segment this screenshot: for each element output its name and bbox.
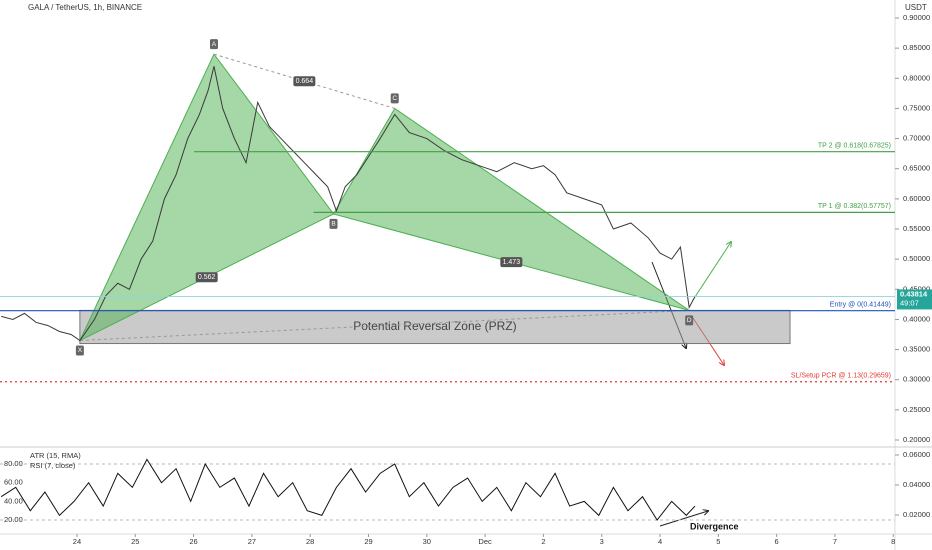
annotation: Divergence (690, 521, 739, 531)
y-tick-label: 0.45000 (903, 284, 930, 293)
y-tick-label: 0.80000 (903, 73, 930, 82)
arrow (659, 511, 708, 527)
level-label: SL/Setup PCR @ 1.13(0.29659) (791, 373, 891, 380)
point-label: X (78, 347, 83, 354)
level-label: TP 1 @ 0.382(0.57757) (818, 203, 891, 210)
point-box (329, 218, 338, 229)
currency-label: USDT (905, 3, 927, 12)
x-tick-label: 4 (658, 537, 662, 546)
point-label: A (212, 41, 217, 48)
price-tag (897, 289, 932, 310)
y2-tick-label: 0.06000 (903, 450, 930, 459)
zone-label: Potential Reversal Zone (PRZ) (353, 319, 516, 333)
y-tick-label: 0.85000 (903, 43, 930, 52)
legend-entry: ATR (15, RMA) (30, 451, 81, 460)
y-tick-label: 0.25000 (903, 405, 930, 414)
x-tick-label: 6 (775, 537, 779, 546)
x-tick-label: 8 (891, 537, 895, 546)
y-tick-label: 0.40000 (903, 314, 930, 323)
y-tick-label: 0.50000 (903, 254, 930, 263)
y-tick-label: 0.65000 (903, 164, 930, 173)
level-label: TP 2 @ 0.618(0.67825) (818, 143, 891, 150)
x-tick-label: 3 (600, 537, 604, 546)
y-tick-label: 40.00 (4, 496, 23, 505)
ratio-label: 1.473 (503, 259, 521, 266)
y-tick-label: 0.60000 (903, 194, 930, 203)
y-tick-label: 0.70000 (903, 134, 930, 143)
pattern-guide (213, 53, 395, 109)
x-tick-label: 25 (131, 537, 139, 546)
x-tick-label: 28 (306, 537, 314, 546)
point-box (390, 93, 399, 104)
x-tick-label: 24 (73, 537, 81, 546)
prz-zone (79, 309, 791, 345)
y-tick-label: 0.75000 (903, 103, 930, 112)
ratio-label: 0.562 (198, 274, 216, 281)
point-box (75, 345, 84, 356)
x-tick-label: 29 (364, 537, 372, 546)
pattern-bcd (332, 107, 690, 311)
ratio-label: 0.664 (296, 78, 314, 85)
x-tick-label: 27 (248, 537, 256, 546)
y2-tick-label: 0.04000 (903, 480, 930, 489)
point-box (685, 315, 694, 326)
chart-title: GALA / TetherUS, 1h, BINANCE (28, 3, 142, 12)
y-tick-label: 0.55000 (903, 224, 930, 233)
price-tag-label: 0.43814 (900, 289, 928, 298)
y-tick-label: 0.90000 (903, 13, 930, 22)
point-box (209, 39, 218, 50)
y-tick-label: 0.20000 (903, 435, 930, 444)
x-tick-label: 26 (189, 537, 197, 546)
y-tick-label: 60.00 (4, 478, 23, 487)
x-tick-label: Dec (478, 537, 492, 546)
y-tick-label: 0.35000 (903, 345, 930, 354)
countdown: 49:07 (900, 298, 919, 307)
x-tick-label: 7 (833, 537, 837, 546)
y-tick-label: 0.30000 (903, 375, 930, 384)
y2-tick-label: 0.02000 (903, 510, 930, 519)
price-line (0, 458, 696, 521)
price-line (1, 66, 696, 342)
ratio-box (293, 76, 316, 87)
point-label: C (392, 95, 397, 102)
y-tick-label: 20.00 (4, 515, 23, 524)
x-tick-label: 5 (716, 537, 720, 546)
arrow (692, 242, 731, 301)
pattern-xab (78, 53, 335, 342)
ratio-box (500, 257, 523, 268)
ratio-box (195, 272, 218, 283)
legend-entry: RSI (7, close) (30, 461, 76, 470)
point-label: B (331, 221, 335, 228)
y-tick-label: 80.00 (4, 459, 23, 468)
level-label: Entry @ 0(0.41449) (830, 302, 891, 309)
point-label: D (687, 317, 692, 324)
x-tick-label: 2 (541, 537, 545, 546)
x-tick-label: 30 (423, 537, 431, 546)
